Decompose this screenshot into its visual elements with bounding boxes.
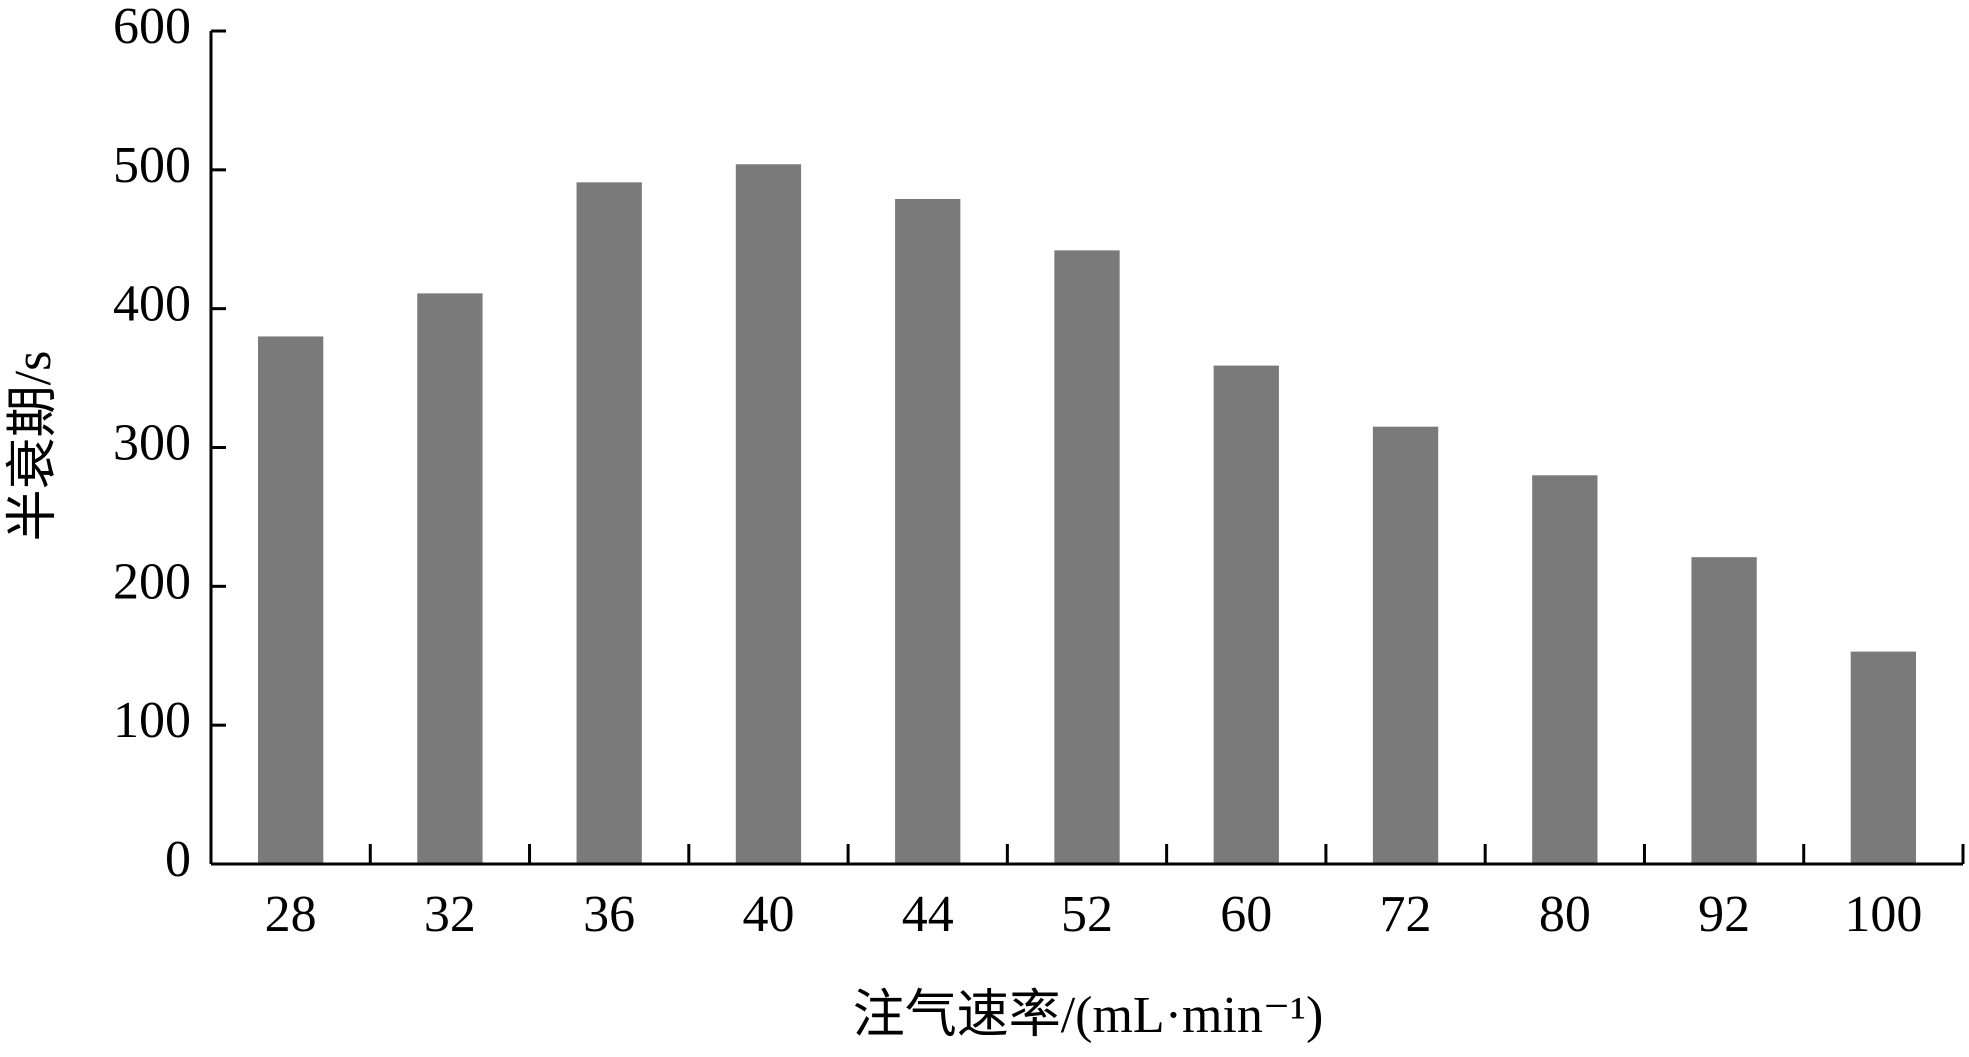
bar xyxy=(1850,651,1917,864)
bar xyxy=(576,182,642,864)
y-tick-label: 400 xyxy=(113,276,191,333)
bar xyxy=(1372,426,1439,864)
x-tick-label: 72 xyxy=(1380,886,1432,943)
x-axis-title: 注气速率/(mL·min⁻¹) xyxy=(853,987,1324,1044)
x-tick-label: 32 xyxy=(424,886,476,943)
x-tick-label: 52 xyxy=(1061,886,1113,943)
bar xyxy=(735,164,802,864)
bar xyxy=(1213,365,1279,864)
x-tick-label: 80 xyxy=(1539,886,1591,943)
bar xyxy=(1054,250,1120,864)
y-tick-label: 200 xyxy=(113,553,191,610)
y-tick-label: 100 xyxy=(113,692,191,749)
x-tick-label: 40 xyxy=(742,886,794,943)
x-tick-label: 28 xyxy=(265,886,317,943)
bar xyxy=(1691,557,1757,864)
bar xyxy=(257,336,324,864)
x-tick-label: 100 xyxy=(1844,886,1922,943)
x-tick-label: 60 xyxy=(1220,886,1272,943)
x-tick-label: 44 xyxy=(902,886,954,943)
x-tick-label: 36 xyxy=(583,886,635,943)
bar xyxy=(1532,475,1598,864)
y-tick-label: 0 xyxy=(165,831,191,888)
y-axis-title: 半衰期/s xyxy=(5,351,62,542)
x-tick-label: 92 xyxy=(1698,886,1750,943)
y-tick-label: 300 xyxy=(113,414,191,471)
y-tick-label: 500 xyxy=(113,137,191,194)
y-tick-label: 600 xyxy=(113,0,191,55)
bar xyxy=(417,293,483,864)
bar xyxy=(895,198,961,864)
